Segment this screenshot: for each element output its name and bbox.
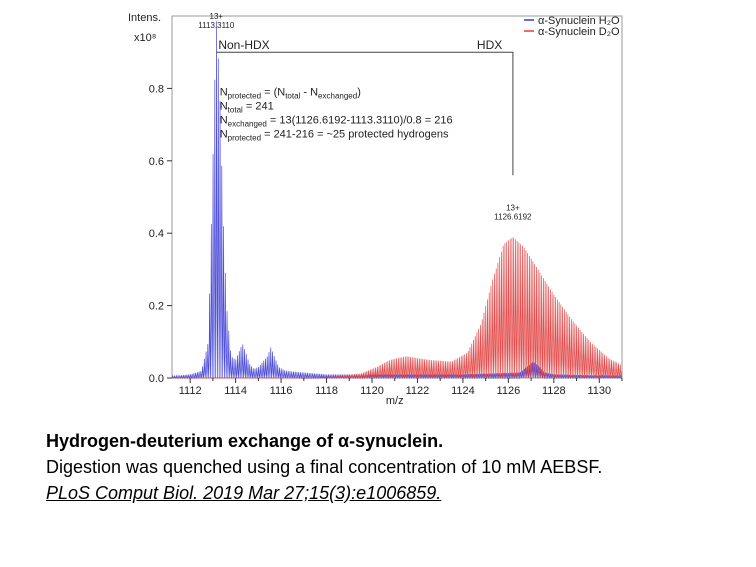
hdx-mass-spectrum-chart: 0.0 0.2 0.4 0.6 0.8 1112 1114 1116 1118 1120 1122…	[126, 8, 634, 412]
x-tick-label: 1128	[542, 385, 566, 397]
y-tick-label: 0.2	[149, 301, 164, 313]
y-tick-label: 0.4	[149, 228, 164, 240]
x-tick-label: 1122	[406, 385, 430, 397]
equation-line3: Nexchanged = 13(1126.6192-1113.3110)/0.8…	[220, 115, 453, 129]
caption-description: Digestion was quenched using a final con…	[46, 457, 603, 477]
series-layer	[171, 21, 623, 380]
x-tick-label: 1126	[497, 385, 521, 397]
peak-mz-label: 1113.3110	[198, 21, 235, 30]
equation-line4: Nprotected = 241-216 = ~25 protected hyd…	[220, 129, 449, 143]
y-axis: 0.0 0.2 0.4 0.6 0.8	[149, 83, 172, 385]
y-tick-label: 0.6	[149, 156, 164, 168]
x-tick-label: 1120	[360, 385, 384, 397]
y-axis-label: Intens.	[128, 12, 161, 24]
equation-line1: Nprotected = (Ntotal - Nexchanged)	[220, 87, 361, 101]
figure-caption: Hydrogen-deuterium exchange of α-synucle…	[46, 428, 746, 506]
chart-svg: 0.0 0.2 0.4 0.6 0.8 1112 1114 1116 1118 1120 1122…	[128, 12, 623, 407]
y-tick-label: 0.0	[149, 373, 164, 385]
hdx-label: HDX	[477, 38, 502, 52]
x-tick-label: 1130	[587, 385, 611, 397]
peak-charge-label: 13+	[210, 12, 224, 21]
non-hdx-label: Non-HDX	[218, 38, 269, 52]
legend-label-d2o: α-Synuclein D₂O	[538, 26, 620, 38]
hdx-bracket	[216, 51, 514, 176]
y-tick-label: 0.8	[149, 83, 164, 95]
caption-title: Hydrogen-deuterium exchange of α-synucle…	[46, 431, 444, 451]
equation-line2: Ntotal = 241	[220, 101, 274, 115]
x-tick-label: 1118	[315, 385, 338, 397]
x-tick-label: 1112	[179, 385, 202, 397]
series-d2o	[172, 237, 623, 380]
x-axis-label: m/z	[386, 395, 404, 407]
bracket-line	[216, 51, 514, 176]
series-h2o	[171, 21, 623, 380]
peak-charge-label: 13+	[506, 204, 520, 213]
legend-label-h2o: α-Synuclein H₂O	[538, 15, 620, 27]
y-axis-unit: x10⁸	[134, 32, 156, 44]
x-tick-label: 1124	[451, 385, 475, 397]
x-tick-label: 1114	[224, 385, 247, 397]
x-tick-label: 1116	[270, 385, 293, 397]
citation-link[interactable]: PLoS Comput Biol. 2019 Mar 27;15(3):e100…	[46, 483, 442, 503]
x-axis: 1112 1114 1116 1118 1120 1122 1124 1126 1128 1130	[179, 378, 623, 397]
peak-mz-label: 1126.6192	[494, 213, 532, 222]
plot-frame	[171, 15, 623, 379]
